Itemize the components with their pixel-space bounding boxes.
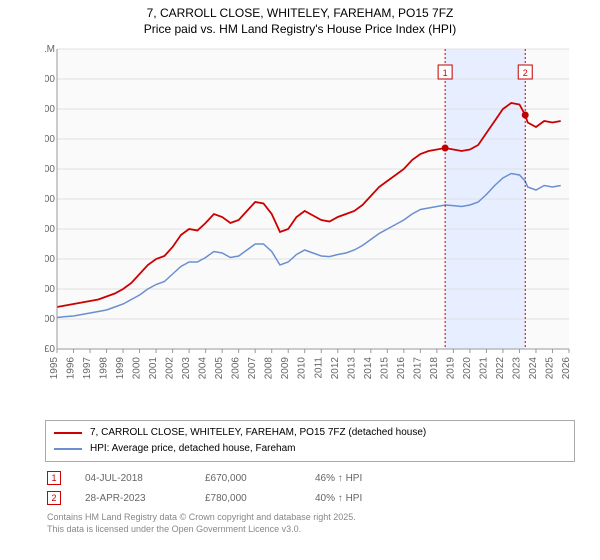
svg-text:2019: 2019	[445, 357, 456, 380]
svg-text:2005: 2005	[214, 357, 225, 380]
svg-text:£900,000: £900,000	[45, 74, 55, 85]
svg-text:2018: 2018	[429, 357, 440, 380]
svg-text:1998: 1998	[99, 357, 110, 380]
svg-text:1996: 1996	[66, 357, 77, 380]
svg-text:2012: 2012	[330, 357, 341, 380]
svg-text:2001: 2001	[148, 357, 159, 380]
legend-box: 7, CARROLL CLOSE, WHITELEY, FAREHAM, PO1…	[45, 420, 575, 462]
svg-text:£1M: £1M	[45, 45, 55, 55]
svg-text:2025: 2025	[544, 357, 555, 380]
legend-swatch-2	[54, 448, 82, 450]
svg-text:£0: £0	[45, 344, 55, 355]
svg-text:2024: 2024	[528, 357, 539, 380]
sale-row: 1 04-JUL-2018£670,00046% ↑ HPI	[45, 468, 575, 488]
svg-text:£800,000: £800,000	[45, 104, 55, 115]
svg-text:2021: 2021	[478, 357, 489, 380]
svg-text:2010: 2010	[297, 357, 308, 380]
sales-list: 1 04-JUL-2018£670,00046% ↑ HPI 2 28-APR-202…	[45, 468, 575, 508]
svg-text:2009: 2009	[280, 357, 291, 380]
svg-text:2006: 2006	[231, 357, 242, 380]
svg-text:£300,000: £300,000	[45, 254, 55, 265]
price-chart: £0 £100,000 £200,000 £300,000 £400,000 £500,0…	[45, 45, 575, 385]
svg-text:2013: 2013	[346, 357, 357, 380]
svg-text:2011: 2011	[313, 357, 324, 379]
svg-text:£400,000: £400,000	[45, 224, 55, 235]
legend-area: 7, CARROLL CLOSE, WHITELEY, FAREHAM, PO1…	[45, 420, 575, 535]
svg-text:2000: 2000	[132, 357, 143, 380]
svg-text:2020: 2020	[462, 357, 473, 380]
sale-price: £670,000	[205, 473, 315, 484]
legend-swatch-1	[54, 432, 82, 434]
svg-text:£600,000: £600,000	[45, 164, 55, 175]
sale-row: 2 28-APR-2023£780,00040% ↑ HPI	[45, 488, 575, 508]
svg-text:2002: 2002	[165, 357, 176, 380]
svg-text:£100,000: £100,000	[45, 314, 55, 325]
svg-text:2007: 2007	[247, 357, 258, 380]
sale-badge: 1	[47, 471, 61, 485]
sale-date: 04-JUL-2018	[85, 473, 205, 484]
footer: Contains HM Land Registry data © Crown c…	[45, 508, 575, 535]
sale-pct: 40% ↑ HPI	[315, 493, 573, 504]
svg-text:£200,000: £200,000	[45, 284, 55, 295]
legend-label-2: HPI: Average price, detached house, Fare…	[90, 441, 296, 457]
svg-text:2003: 2003	[181, 357, 192, 380]
svg-text:2022: 2022	[495, 357, 506, 380]
svg-text:1997: 1997	[82, 357, 93, 380]
chart-container: 7, CARROLL CLOSE, WHITELEY, FAREHAM, PO1…	[0, 0, 600, 560]
legend-row-2: HPI: Average price, detached house, Fare…	[54, 441, 566, 457]
svg-text:2004: 2004	[198, 357, 209, 380]
svg-text:£500,000: £500,000	[45, 194, 55, 205]
title-line2: Price paid vs. HM Land Registry's House …	[0, 22, 600, 38]
legend-row-1: 7, CARROLL CLOSE, WHITELEY, FAREHAM, PO1…	[54, 425, 566, 441]
svg-text:2015: 2015	[379, 357, 390, 380]
svg-text:2026: 2026	[561, 357, 572, 380]
svg-text:1: 1	[443, 68, 448, 78]
svg-text:1995: 1995	[49, 357, 60, 380]
title-block: 7, CARROLL CLOSE, WHITELEY, FAREHAM, PO1…	[0, 0, 600, 37]
title-line1: 7, CARROLL CLOSE, WHITELEY, FAREHAM, PO1…	[0, 6, 600, 22]
sale-pct: 46% ↑ HPI	[315, 473, 573, 484]
legend-label-1: 7, CARROLL CLOSE, WHITELEY, FAREHAM, PO1…	[90, 425, 426, 441]
footer-line1: Contains HM Land Registry data © Crown c…	[47, 512, 573, 524]
sale-badge: 2	[47, 491, 61, 505]
svg-text:2014: 2014	[363, 357, 374, 380]
svg-text:2016: 2016	[396, 357, 407, 380]
sale-date: 28-APR-2023	[85, 493, 205, 504]
sale-price: £780,000	[205, 493, 315, 504]
svg-text:£700,000: £700,000	[45, 134, 55, 145]
footer-line2: This data is licensed under the Open Gov…	[47, 524, 573, 536]
svg-text:2017: 2017	[412, 357, 423, 380]
svg-text:2008: 2008	[264, 357, 275, 380]
svg-text:2: 2	[523, 68, 528, 78]
svg-text:1999: 1999	[115, 357, 126, 380]
svg-text:2023: 2023	[511, 357, 522, 380]
